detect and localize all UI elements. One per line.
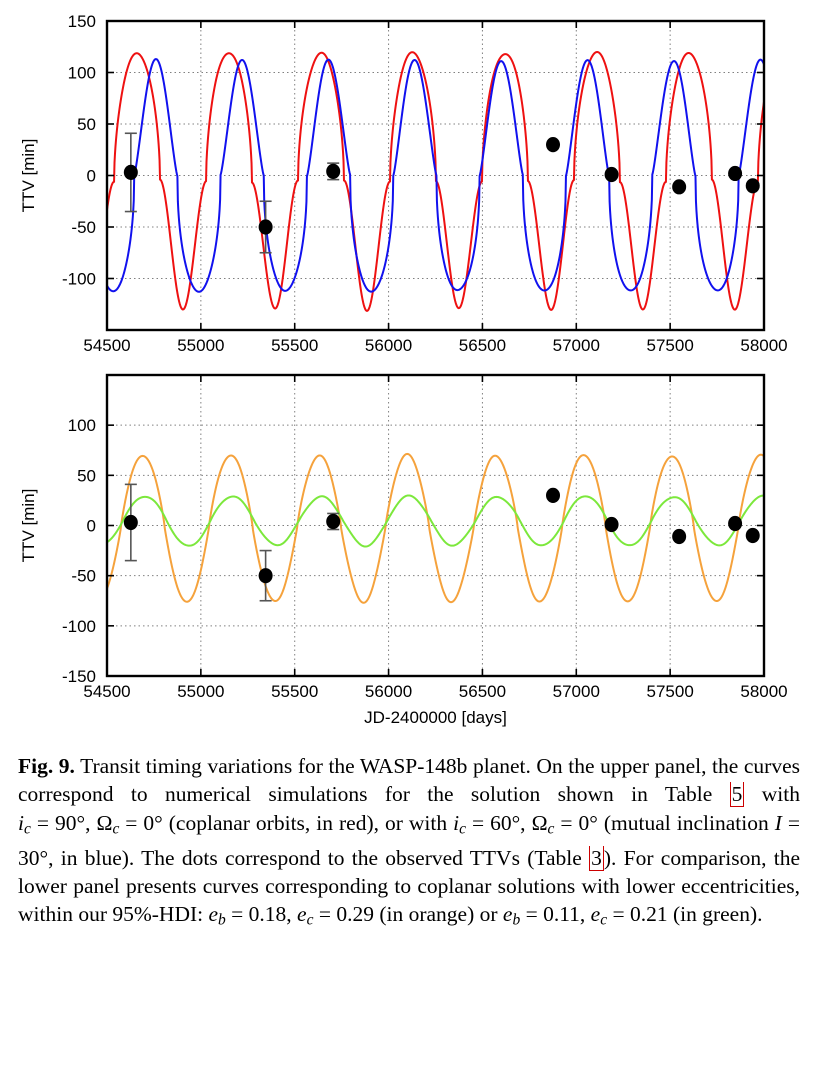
symbol-I: I xyxy=(774,810,782,835)
symbol-i-c: i xyxy=(18,810,24,835)
curve-orange xyxy=(107,452,764,604)
curves-lower xyxy=(107,452,764,604)
symbol-e-c-1: e xyxy=(297,902,307,927)
subscript-c-3: c xyxy=(459,820,466,838)
caption-text-3: ). For comparison, the lower panel prese… xyxy=(18,845,801,927)
caption-eq-8: = 0.11, xyxy=(520,902,591,927)
y-axis-label-upper: TTV [min] xyxy=(19,139,38,213)
data-point xyxy=(123,164,138,181)
axes-lower: 54500 55000 55500 56000 56500 57000 57500 58000… xyxy=(19,375,788,727)
x-tick-label: 58000 xyxy=(740,336,787,355)
gridlines-lower xyxy=(107,375,764,676)
y-tick-label: -100 xyxy=(62,617,96,636)
y-tick-label: 100 xyxy=(68,416,96,435)
data-point xyxy=(546,137,561,153)
y-tick-label: 50 xyxy=(77,115,96,134)
x-tick-label: 56500 xyxy=(459,336,506,355)
panel-lower: 54500 55000 55500 56000 56500 57000 57500 58000… xyxy=(19,373,788,727)
x-tick-label: 57500 xyxy=(647,336,694,355)
x-tick-label: 54500 xyxy=(83,336,130,355)
x-tick-label: 55000 xyxy=(177,336,224,355)
x-tick-label: 58000 xyxy=(740,682,787,701)
subscript-c-1: c xyxy=(23,820,31,838)
table-reference-5[interactable]: 5 xyxy=(729,782,745,808)
symbol-i-c-2: i xyxy=(453,810,460,835)
x-axis-label: JD-2400000 [days] xyxy=(364,708,507,727)
caption-eq-4: = 0° (mutual inclination xyxy=(554,810,775,835)
data-point xyxy=(604,166,619,183)
symbol-omega-c-2: Ω xyxy=(531,810,548,835)
x-tick-label: 57000 xyxy=(553,682,600,701)
y-tick-label: -50 xyxy=(71,218,96,237)
data-point xyxy=(728,515,743,532)
observed-points-lower xyxy=(123,483,760,602)
x-tick-label: 54500 xyxy=(83,682,130,701)
y-axis-label-lower: TTV [min] xyxy=(19,489,38,563)
data-point xyxy=(604,516,619,533)
ttv-plot-svg: 54500 55000 55500 56000 56500 57000 57500 58000… xyxy=(19,12,788,727)
curve-red xyxy=(107,51,764,312)
subscript-c-5: c xyxy=(306,911,314,929)
data-point xyxy=(258,219,273,235)
x-tick-label: 56000 xyxy=(365,682,412,701)
symbol-e-b-2: e xyxy=(502,902,513,927)
x-tick-label: 56000 xyxy=(365,336,412,355)
x-tick-label: 57000 xyxy=(553,336,600,355)
symbol-omega-c-1: Ω xyxy=(96,810,113,835)
data-point xyxy=(728,165,743,182)
y-tick-label: 0 xyxy=(87,167,96,186)
data-point xyxy=(745,178,760,194)
caption-eq-1: = 90°, xyxy=(30,810,91,835)
figure-9: 54500 55000 55500 56000 56500 57000 57500 58000… xyxy=(19,12,788,727)
caption-eq-7: = 0.29 (in orange) or xyxy=(313,902,503,927)
caption-text-2: with xyxy=(744,782,800,807)
curve-blue xyxy=(107,58,764,293)
subscript-c-2: c xyxy=(112,820,120,838)
x-tick-label: 55500 xyxy=(271,336,318,355)
y-tick-label: 100 xyxy=(68,64,96,83)
panel-upper: 54500 55000 55500 56000 56500 57000 57500 58000… xyxy=(19,12,788,355)
subscript-c-4: c xyxy=(547,820,555,838)
y-tick-label: 150 xyxy=(68,12,96,31)
x-tick-label: 55500 xyxy=(271,682,318,701)
caption-eq-3: = 60°, xyxy=(465,810,526,835)
figure-caption: Fig. 9. Transit timing variations for th… xyxy=(18,752,800,935)
axes-upper: 54500 55000 55500 56000 56500 57000 57500 58000… xyxy=(19,12,788,355)
caption-eq-9: = 0.21 (in green). xyxy=(607,902,763,927)
subscript-b-1: b xyxy=(218,911,226,929)
caption-eq-6: = 0.18, xyxy=(225,902,298,927)
data-point xyxy=(672,528,687,545)
x-tick-label: 57500 xyxy=(647,682,694,701)
x-tick-label: 55000 xyxy=(177,682,224,701)
curve-green xyxy=(107,494,764,548)
y-tick-label: 0 xyxy=(87,517,96,536)
table-reference-3[interactable]: 3 xyxy=(589,845,604,871)
data-point xyxy=(326,513,341,530)
subscript-c-6: c xyxy=(600,911,608,929)
y-tick-label: -100 xyxy=(62,270,96,289)
curves-upper xyxy=(107,51,764,312)
y-tick-label: 50 xyxy=(77,466,96,485)
data-point xyxy=(326,163,341,179)
caption-text-1: Transit timing variations for the WASP-1… xyxy=(18,754,800,807)
data-point xyxy=(546,487,561,503)
data-point xyxy=(258,568,273,584)
data-point xyxy=(123,514,138,531)
x-tick-label: 56500 xyxy=(459,682,506,701)
caption-eq-2: = 0° (coplanar orbits, in red), or with xyxy=(119,810,454,835)
y-tick-label: -50 xyxy=(71,567,96,586)
symbol-e-c-2: e xyxy=(590,902,601,927)
observed-points-upper xyxy=(123,132,760,254)
symbol-e-b-1: e xyxy=(208,902,219,927)
subscript-b-2: b xyxy=(512,911,521,929)
y-tick-label: -150 xyxy=(62,667,96,686)
caption-eq-5: = 30°, in blue). The dots correspond to … xyxy=(18,810,800,870)
figure-number: Fig. 9. xyxy=(18,754,75,778)
data-point xyxy=(672,179,687,195)
data-point xyxy=(745,527,760,544)
